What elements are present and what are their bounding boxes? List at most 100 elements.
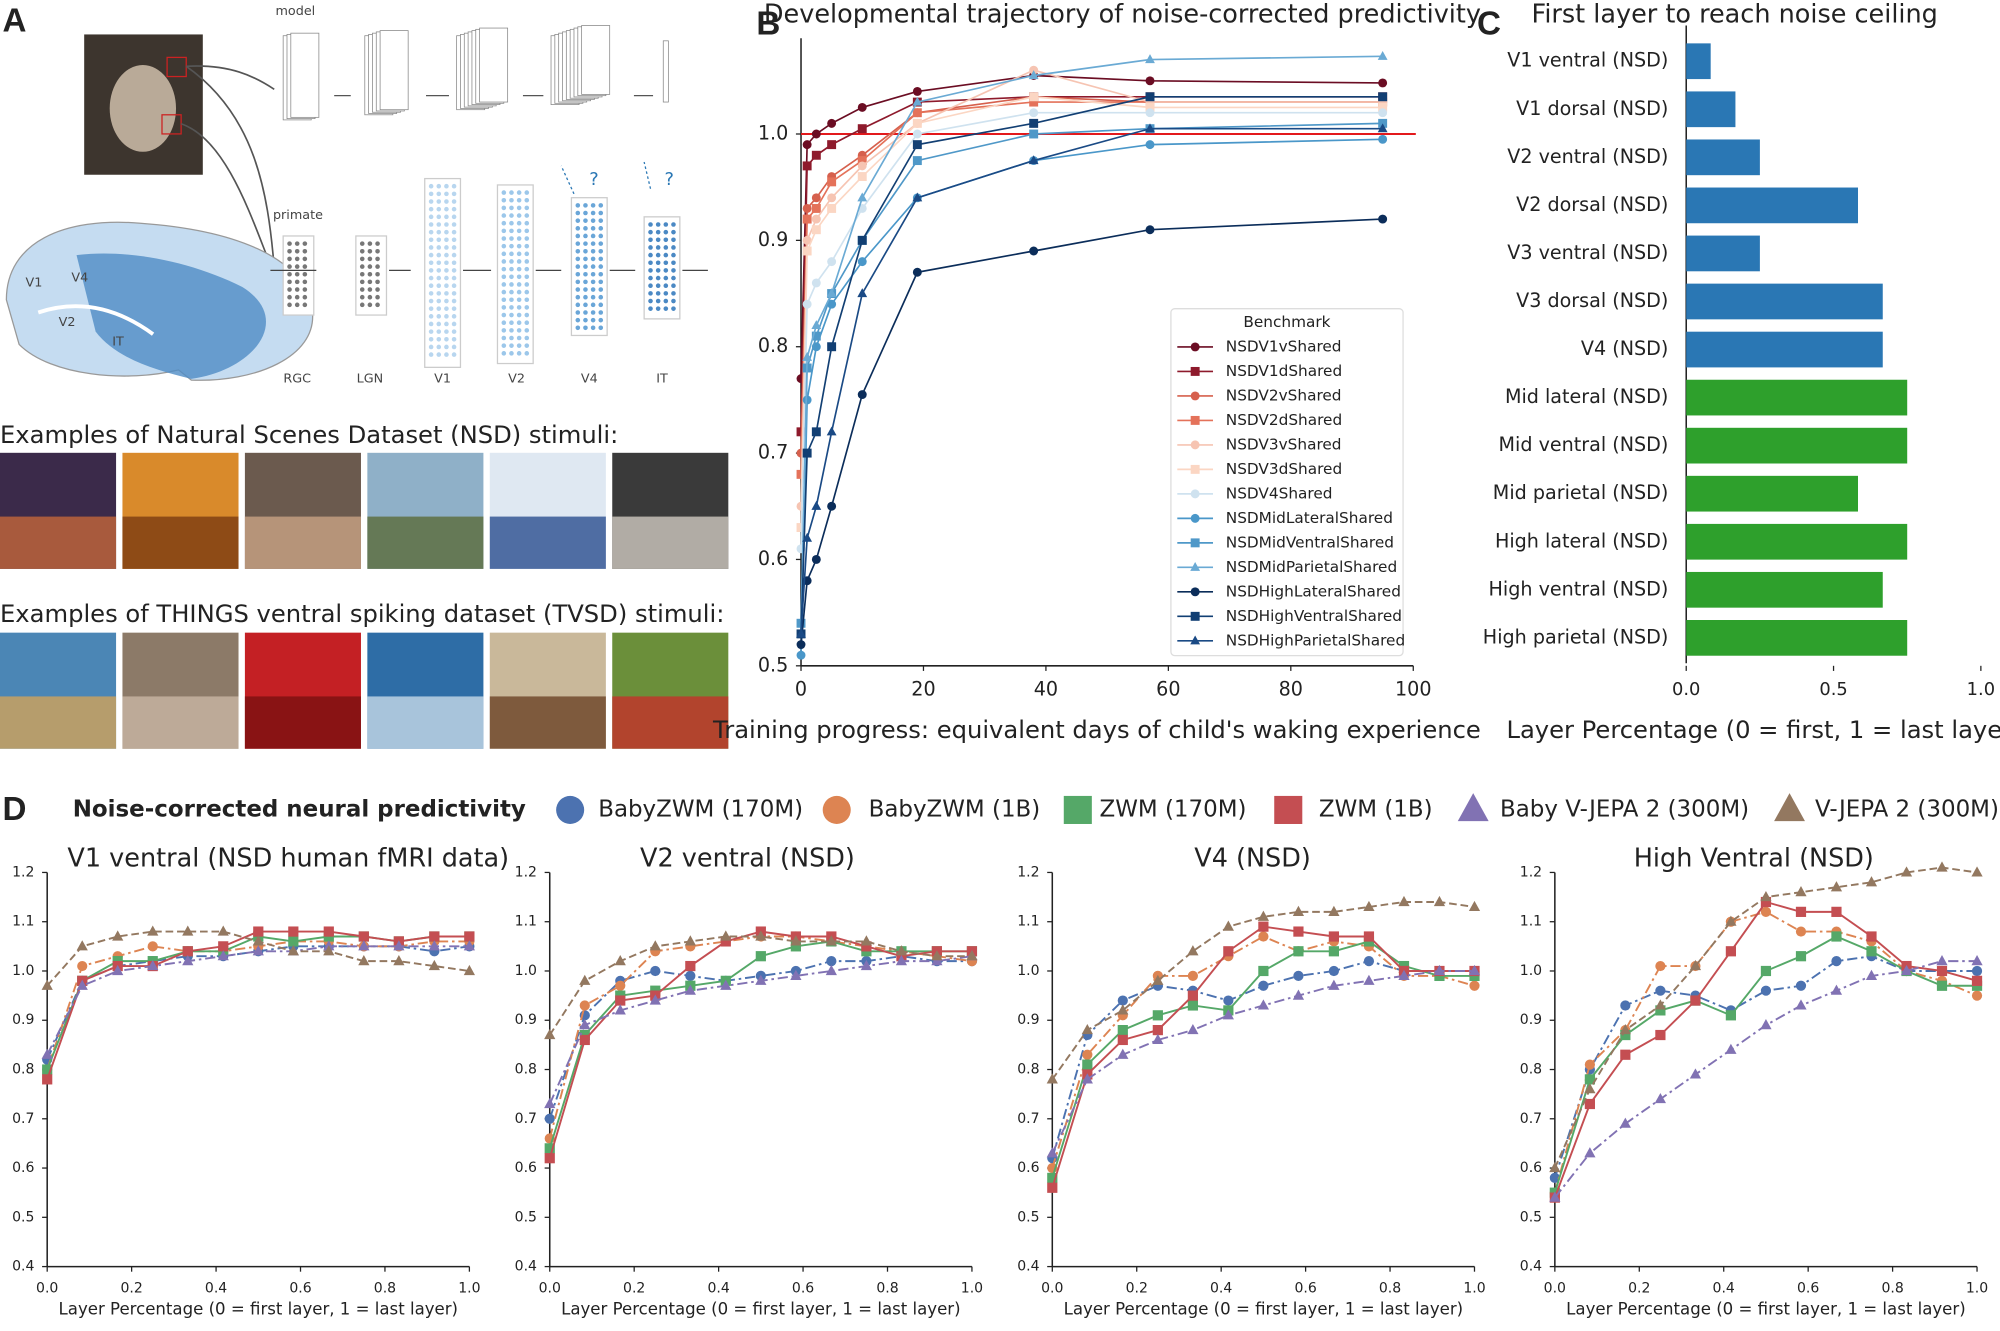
neuron-dot <box>575 203 581 208</box>
x-tick-label: 0.8 <box>876 1280 898 1296</box>
y-tick-label: V2 dorsal (NSD) <box>1516 193 1668 216</box>
x-tick-label: 0.6 <box>1797 1280 1819 1296</box>
neuron-dot <box>590 294 596 300</box>
legend-marker <box>556 795 585 824</box>
caption: Examples of Natural Scenes Dataset (NSD)… <box>0 421 618 449</box>
data-marker <box>463 940 475 951</box>
data-marker <box>1378 214 1388 224</box>
panel-label: C <box>1477 5 1501 42</box>
data-marker <box>112 930 124 941</box>
neuron-dot <box>375 287 380 292</box>
legend-marker <box>822 795 851 824</box>
data-marker <box>1292 989 1305 1000</box>
neuron-dot <box>663 306 669 311</box>
neuron-dot <box>451 329 457 334</box>
neuron-dot <box>648 252 653 258</box>
neuron-dot <box>516 297 522 303</box>
neuron-dot <box>359 302 365 308</box>
data-marker <box>1145 92 1155 102</box>
legend-label: ZWM (170M) <box>1099 796 1246 822</box>
data-marker <box>857 161 867 171</box>
neuron-dot <box>509 328 514 333</box>
brain-label: IT <box>112 334 124 349</box>
neuron-dot <box>575 256 581 262</box>
stage-label: V1 <box>434 371 451 386</box>
data-marker <box>861 941 872 952</box>
neuron-dot <box>524 236 530 241</box>
data-marker <box>811 193 821 203</box>
neuron-dot <box>575 210 581 216</box>
data-marker <box>811 554 821 564</box>
data-marker <box>1187 1000 1198 1011</box>
neuron-dot <box>428 268 434 273</box>
data-marker <box>1795 951 1807 962</box>
data-marker <box>857 235 867 245</box>
neuron-dot <box>598 310 604 315</box>
chart-title: V2 ventral (NSD) <box>640 844 855 874</box>
neuron-dot <box>501 351 507 356</box>
data-marker <box>811 278 821 288</box>
y-tick-label: High lateral (NSD) <box>1495 529 1668 552</box>
neuron-dot <box>598 203 604 208</box>
neuron-dot <box>655 245 661 250</box>
neuron-dot <box>509 251 514 257</box>
neuron-dot <box>428 183 434 189</box>
data-marker <box>182 925 194 936</box>
legend-label: NSDV3dShared <box>1226 460 1342 478</box>
legend-label: Baby V-JEPA 2 (300M) <box>1500 796 1749 822</box>
data-marker <box>1081 1073 1093 1084</box>
neuron-dot <box>375 256 380 262</box>
neuron-dot <box>648 229 653 235</box>
data-marker <box>614 955 626 966</box>
data-marker <box>544 1153 555 1164</box>
data-marker <box>1046 1147 1058 1158</box>
neuron-dot <box>436 214 442 220</box>
neuron-dot <box>516 228 522 234</box>
neuron-dot <box>648 237 653 243</box>
neuron-dot <box>428 352 434 357</box>
neuron-dot <box>436 260 442 266</box>
data-marker <box>1029 118 1039 128</box>
neuron-dot <box>509 282 514 287</box>
x-axis-label: Training progress: equivalent days of ch… <box>712 716 1481 744</box>
data-marker <box>1971 975 1983 986</box>
neuron-dot <box>590 218 596 223</box>
data-marker <box>579 1000 590 1011</box>
y-tick-label: 0.9 <box>1017 1012 1039 1028</box>
data-marker <box>393 955 405 966</box>
x-tick-label: 0.8 <box>1881 1280 1903 1296</box>
y-tick-label: 0.9 <box>1520 1012 1542 1028</box>
bar <box>1686 379 1908 416</box>
chart-title: Developmental trajectory of noise-correc… <box>764 0 1481 29</box>
legend-marker <box>1063 795 1092 824</box>
neuron-dot <box>583 271 588 277</box>
data-marker <box>1187 970 1198 982</box>
stimulus-photo-detail <box>367 696 484 749</box>
data-marker <box>827 501 837 511</box>
y-tick-label: 0.9 <box>12 1012 34 1028</box>
data-marker <box>464 931 475 942</box>
data-marker <box>1433 895 1446 907</box>
y-tick-label: 0.4 <box>12 1259 34 1275</box>
neuron-dot <box>590 287 596 292</box>
y-tick-label: V3 dorsal (NSD) <box>1516 289 1668 312</box>
data-marker <box>1760 985 1772 996</box>
neuron-dot <box>436 237 442 243</box>
y-tick-label: 1.1 <box>515 914 537 930</box>
bar <box>1686 571 1883 608</box>
data-marker <box>802 235 812 245</box>
neuron-dot <box>524 305 530 310</box>
data-marker <box>1028 70 1039 80</box>
neuron-dot <box>663 268 669 273</box>
neuron-dot <box>444 268 449 273</box>
data-marker <box>912 267 922 277</box>
neuron-dot <box>590 210 596 216</box>
data-marker <box>790 969 802 980</box>
y-tick-label: 1.1 <box>1520 914 1542 930</box>
stimulus-photo-detail <box>612 696 729 749</box>
data-marker <box>217 950 229 961</box>
neuron-dot <box>590 248 596 254</box>
data-marker <box>358 931 369 942</box>
data-marker <box>1258 931 1269 942</box>
x-tick-label: 20 <box>911 678 935 701</box>
